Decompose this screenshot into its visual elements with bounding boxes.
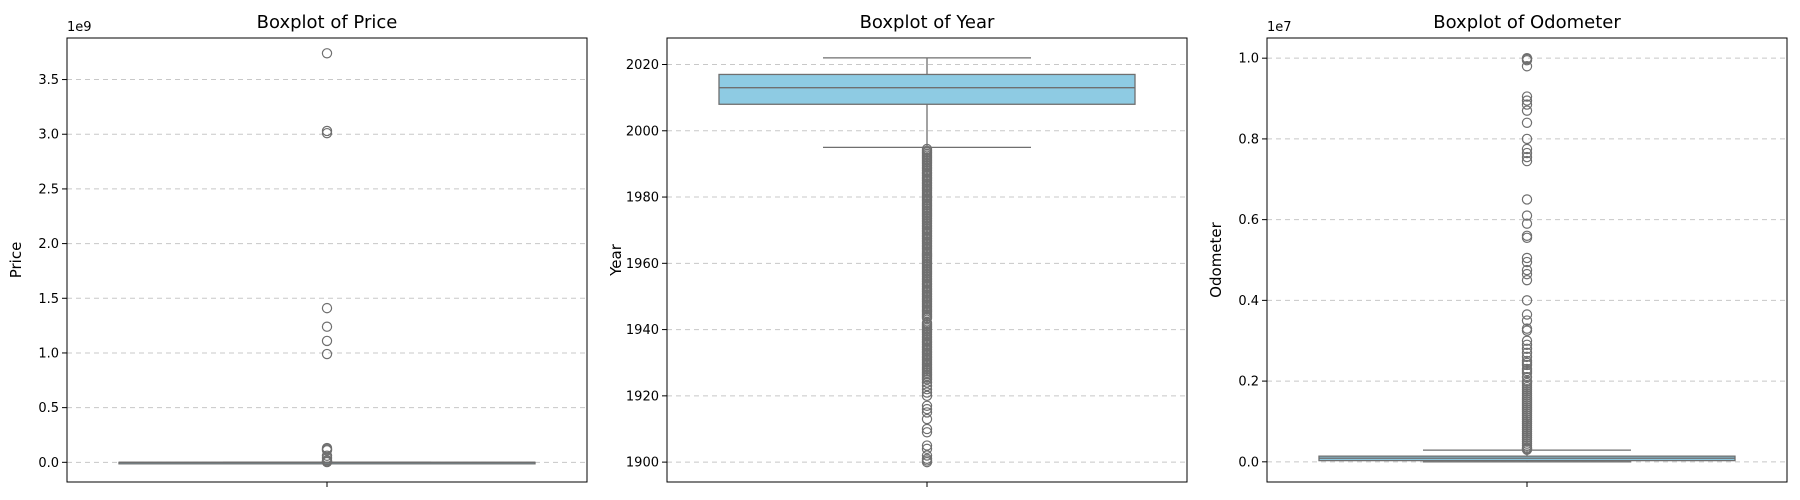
axis-offset-label: 1e7 xyxy=(1267,20,1292,35)
outlier-point xyxy=(1521,309,1533,320)
chart-title: Boxplot of Odometer xyxy=(1433,12,1621,33)
outlier-point xyxy=(1521,256,1533,268)
outlier-point xyxy=(321,302,333,314)
y-tick-label: 2.5 xyxy=(38,182,59,197)
outlier-point xyxy=(1521,105,1533,116)
y-tick-label: 0.8 xyxy=(1238,132,1259,147)
y-tick-label: 1.0 xyxy=(38,346,59,361)
outlier-point xyxy=(1521,347,1533,359)
outlier-point xyxy=(321,456,333,468)
y-tick-label: 3.0 xyxy=(38,128,59,143)
outlier-point xyxy=(1521,264,1533,276)
outlier-point xyxy=(921,413,933,425)
y-tick-label: 1980 xyxy=(626,191,659,206)
outlier-point xyxy=(1521,232,1533,243)
outlier-point xyxy=(921,390,933,402)
y-tick-label: 2000 xyxy=(626,124,659,139)
outlier-point xyxy=(1521,133,1533,145)
box-iqr xyxy=(718,73,1136,105)
outlier-point xyxy=(921,443,933,455)
outlier-point xyxy=(1521,194,1533,205)
y-axis-label: Price xyxy=(7,242,25,279)
outlier-point xyxy=(1521,210,1533,221)
y-tick-label: 0.5 xyxy=(38,401,59,416)
outlier-point xyxy=(321,125,333,137)
outlier-point xyxy=(1521,155,1533,167)
y-tick-label: 0.4 xyxy=(1238,294,1259,309)
outlier-point xyxy=(921,400,933,411)
outlier-point xyxy=(1521,218,1533,229)
y-tick-label: 0.2 xyxy=(1238,375,1259,390)
y-axis-label: Odometer xyxy=(1207,221,1225,297)
outlier-point xyxy=(321,335,333,347)
outlier-point xyxy=(921,427,933,438)
outlier-point xyxy=(1521,55,1533,66)
outlier-point xyxy=(1521,371,1533,383)
outlier-point xyxy=(321,321,333,332)
outlier-point xyxy=(1521,325,1533,336)
y-tick-label: 1920 xyxy=(626,389,659,404)
outlier-point xyxy=(1521,315,1533,326)
outlier-point xyxy=(921,380,933,392)
y-tick-label: 2020 xyxy=(626,58,659,73)
y-tick-label: 1940 xyxy=(626,323,659,338)
outlier-point xyxy=(921,374,933,385)
outlier-point xyxy=(921,384,933,395)
y-tick-label: 0.0 xyxy=(1238,455,1259,470)
chart-1: 0.0 0.5 1.0 1.5 2.0 2.5 3.0 3.5 Boxplot of Price… xyxy=(7,12,588,487)
y-tick-label: 1960 xyxy=(626,257,659,272)
outlier-point xyxy=(321,48,333,59)
outlier-point xyxy=(921,456,933,468)
outlier-point xyxy=(321,445,333,456)
y-tick-label: 1.5 xyxy=(38,292,59,307)
y-tick-label: 0.6 xyxy=(1238,213,1259,228)
y-tick-label: 3.5 xyxy=(38,73,59,88)
outlier-point xyxy=(1521,252,1533,264)
y-tick-label: 0.0 xyxy=(38,456,59,471)
outlier-point xyxy=(1521,339,1533,350)
outlier-point xyxy=(1521,274,1533,286)
outlier-point xyxy=(1521,268,1533,280)
y-tick-label: 2.0 xyxy=(38,237,59,252)
outlier-point xyxy=(1521,295,1533,306)
outlier-point xyxy=(1521,343,1533,354)
axes-frame xyxy=(66,37,588,483)
outlier-point xyxy=(921,387,933,398)
outlier-point xyxy=(1521,335,1533,346)
outlier-point xyxy=(1521,61,1533,72)
outlier-point xyxy=(1521,143,1533,155)
outlier-point xyxy=(1521,117,1533,128)
outlier-point xyxy=(1521,444,1533,455)
outlier-point xyxy=(1521,147,1533,159)
outlier-point xyxy=(921,403,933,415)
axis-offset-label: 1e9 xyxy=(67,20,92,35)
outlier-point xyxy=(921,450,933,461)
outlier-point xyxy=(1521,151,1533,163)
chart-title: Boxplot of Year xyxy=(860,12,995,33)
outlier-point xyxy=(921,377,933,388)
outlier-point xyxy=(921,407,933,418)
outlier-point xyxy=(1521,351,1533,363)
outlier-point xyxy=(321,348,333,360)
chart-2: 1900 1920 1940 1960 1980 2000 2020 Boxplot of Y… xyxy=(607,12,1188,487)
outlier-point xyxy=(1521,91,1533,102)
outlier-point xyxy=(1521,95,1533,106)
outlier-point xyxy=(921,423,933,435)
chart-3: 0.0 0.2 0.4 0.6 0.8 1.0 Boxplot of Odometer Odo… xyxy=(1207,12,1788,487)
outlier-point xyxy=(1521,359,1533,371)
y-tick-label: 1900 xyxy=(626,456,659,471)
outlier-point xyxy=(321,127,333,139)
outlier-point xyxy=(1521,99,1533,110)
outlier-point xyxy=(1521,230,1533,241)
chart-title: Boxplot of Price xyxy=(257,12,398,33)
outlier-point xyxy=(921,440,933,451)
y-tick-label: 1.0 xyxy=(1238,52,1259,67)
y-axis-label: Year xyxy=(607,243,625,277)
outlier-point xyxy=(1521,367,1533,379)
outlier-point xyxy=(921,312,933,324)
